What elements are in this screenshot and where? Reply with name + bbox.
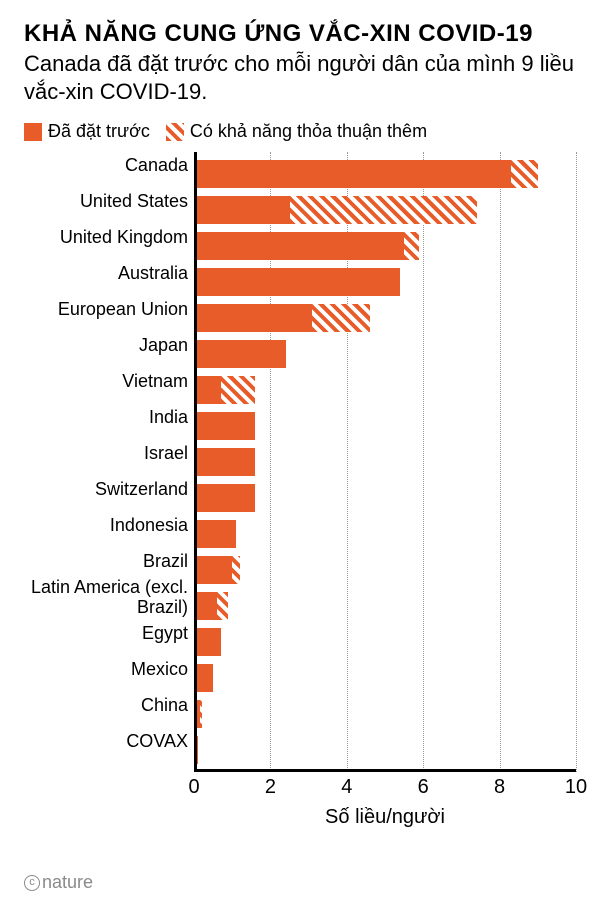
bar-segment-potential xyxy=(221,376,255,404)
y-axis-label: European Union xyxy=(24,300,188,320)
legend-item-hatched: Có khả năng thỏa thuận thêm xyxy=(166,121,427,142)
plot-area xyxy=(194,152,576,772)
x-tick-label: 2 xyxy=(265,776,276,799)
bar-segment-potential xyxy=(200,700,202,728)
bar-segment-potential xyxy=(217,592,228,620)
x-axis-line xyxy=(194,769,576,772)
y-axis-label: Egypt xyxy=(24,624,188,644)
bar-row xyxy=(194,232,419,260)
gridline xyxy=(576,152,577,772)
bar-segment-preordered xyxy=(194,304,312,332)
bar-segment-preordered xyxy=(194,628,221,656)
y-axis-label: China xyxy=(24,696,188,716)
bar-row xyxy=(194,448,255,476)
bars xyxy=(194,152,576,772)
legend-swatch-hatched xyxy=(166,123,184,141)
x-tick-label: 10 xyxy=(565,776,587,799)
y-axis-label: Latin America (excl. Brazil) xyxy=(24,578,188,618)
y-axis-label: Brazil xyxy=(24,552,188,572)
bar-segment-preordered xyxy=(194,592,217,620)
y-axis-label: Israel xyxy=(24,444,188,464)
y-axis-label: Mexico xyxy=(24,660,188,680)
bar-row xyxy=(194,484,255,512)
copyright-icon: c xyxy=(24,875,40,891)
y-axis-label: Vietnam xyxy=(24,372,188,392)
bar-row xyxy=(194,520,236,548)
bar-segment-preordered xyxy=(194,268,400,296)
y-axis-labels: Canada United States United Kingdom Austral… xyxy=(24,152,188,772)
x-tick-label: 4 xyxy=(341,776,352,799)
y-axis-label: United Kingdom xyxy=(24,228,188,248)
legend: Đã đặt trước Có khả năng thỏa thuận thêm xyxy=(24,121,576,142)
bar-segment-preordered xyxy=(194,484,255,512)
bar-segment-preordered xyxy=(194,412,255,440)
source-footer: c nature xyxy=(24,872,93,893)
y-axis-label: Canada xyxy=(24,156,188,176)
y-axis-label: Japan xyxy=(24,336,188,356)
chart-subtitle: Canada đã đặt trước cho mỗi người dân củ… xyxy=(24,50,576,105)
bar-row xyxy=(194,376,255,404)
x-axis-ticks: 0246810 xyxy=(194,776,576,800)
x-tick-label: 8 xyxy=(494,776,505,799)
y-axis-label: Switzerland xyxy=(24,480,188,500)
bar-row xyxy=(194,196,477,224)
bar-segment-potential xyxy=(290,196,477,224)
source-text: nature xyxy=(42,872,93,893)
bar-segment-preordered xyxy=(194,196,290,224)
chart-container: KHẢ NĂNG CUNG ỨNG VẮC-XIN COVID-19 Canad… xyxy=(0,0,600,905)
legend-label-hatched: Có khả năng thỏa thuận thêm xyxy=(190,121,427,142)
bar-row xyxy=(194,556,240,584)
bar-row xyxy=(194,160,538,188)
bar-row xyxy=(194,628,221,656)
chart-area: Canada United States United Kingdom Austral… xyxy=(24,152,576,812)
legend-swatch-solid xyxy=(24,123,42,141)
chart-title: KHẢ NĂNG CUNG ỨNG VẮC-XIN COVID-19 xyxy=(24,20,576,48)
legend-item-solid: Đã đặt trước xyxy=(24,121,150,142)
y-axis-label: Australia xyxy=(24,264,188,284)
bar-segment-preordered xyxy=(194,556,232,584)
y-axis-label: India xyxy=(24,408,188,428)
bar-segment-potential xyxy=(404,232,419,260)
x-tick-label: 0 xyxy=(188,776,199,799)
bar-segment-potential xyxy=(312,304,369,332)
bar-row xyxy=(194,412,255,440)
x-axis-label: Số liều/người xyxy=(194,806,576,829)
bar-segment-potential xyxy=(511,160,538,188)
bar-row xyxy=(194,268,400,296)
y-axis-label: Indonesia xyxy=(24,516,188,536)
y-axis-label: COVAX xyxy=(24,732,188,752)
bar-segment-preordered xyxy=(194,448,255,476)
bar-row xyxy=(194,340,286,368)
bar-segment-preordered xyxy=(194,160,511,188)
bar-segment-preordered xyxy=(194,340,286,368)
bar-segment-preordered xyxy=(194,520,236,548)
y-axis-label: United States xyxy=(24,192,188,212)
y-axis-line xyxy=(194,152,197,772)
bar-segment-potential xyxy=(232,556,240,584)
bar-segment-preordered xyxy=(194,232,404,260)
x-tick-label: 6 xyxy=(418,776,429,799)
bar-segment-preordered xyxy=(194,376,221,404)
bar-row xyxy=(194,592,228,620)
bar-row xyxy=(194,304,370,332)
legend-label-solid: Đã đặt trước xyxy=(48,121,150,142)
